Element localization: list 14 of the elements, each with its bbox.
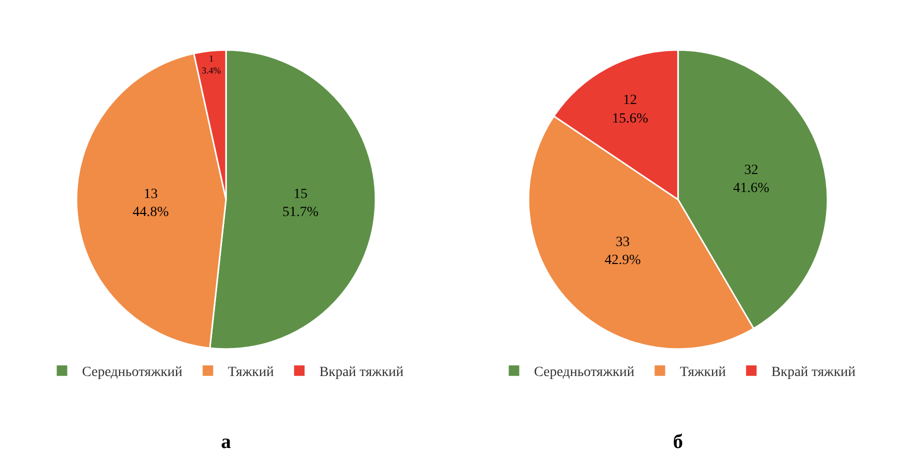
legend-label: Тяжкий xyxy=(228,365,274,380)
data-label: 33 42.9% xyxy=(604,234,642,268)
data-label: 1 3.4% xyxy=(202,54,222,76)
legend-label: Середньотяжкий xyxy=(82,365,183,380)
legend-label: Тяжкий xyxy=(680,365,726,380)
legend-label: Середньотяжкий xyxy=(534,365,635,380)
data-label: 32 41.6% xyxy=(733,162,770,196)
legend-label: Вкрай тяжкий xyxy=(319,365,404,380)
data-label: 13 44.8% xyxy=(132,186,170,220)
legend-label: Вкрай тяжкий xyxy=(771,365,856,380)
text: б xyxy=(673,430,683,453)
data-label: 15 51.7% xyxy=(282,186,319,220)
text: а xyxy=(221,430,231,453)
data-label: 12 15.6% xyxy=(612,93,648,126)
